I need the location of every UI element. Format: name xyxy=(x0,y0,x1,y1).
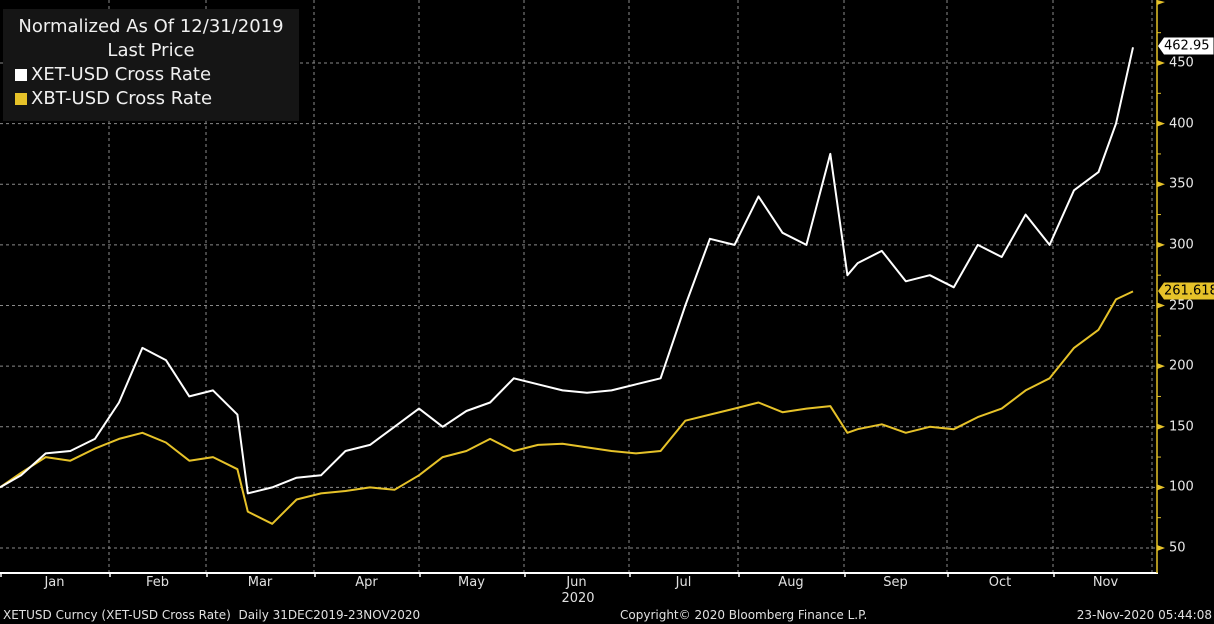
legend: Normalized As Of 12/31/2019 Last Price X… xyxy=(3,9,299,121)
x-tick-label: Mar xyxy=(247,575,273,590)
y-tick-label: 350 xyxy=(1169,176,1194,192)
x-year-label: 2020 xyxy=(561,591,595,606)
footer-ticker-info: XETUSD Curncy (XET-USD Cross Rate) Daily… xyxy=(3,608,421,622)
y-tick-label: 400 xyxy=(1169,116,1194,132)
x-tick-label: Jun xyxy=(566,575,587,590)
legend-item-xbt: XBT-USD Cross Rate xyxy=(3,87,299,111)
x-tick-label: Feb xyxy=(145,575,170,590)
gold-swatch-icon xyxy=(15,93,27,105)
y-tick-label: 300 xyxy=(1169,237,1194,253)
y-tick-arrow-icon xyxy=(1157,484,1165,491)
axes xyxy=(0,0,1165,577)
x-tick-label: Oct xyxy=(988,575,1012,590)
footer-copyright: Copyright© 2020 Bloomberg Finance L.P. xyxy=(620,608,868,622)
y-tick-label: 250 xyxy=(1169,298,1194,313)
x-tick-label: Nov xyxy=(1092,575,1119,590)
y-tick-arrow-icon xyxy=(1157,302,1165,309)
y-tick-label: 100 xyxy=(1169,479,1194,495)
series-lines xyxy=(0,47,1134,525)
x-tick-label: Aug xyxy=(778,575,804,590)
x-tick-label: Jul xyxy=(675,575,692,590)
footer-timestamp: 23-Nov-2020 05:44:08 xyxy=(1076,608,1212,622)
y-tick-label: 200 xyxy=(1169,358,1194,374)
legend-label: XBT-USD Cross Rate xyxy=(31,88,213,109)
y-tick-arrow-icon xyxy=(1157,423,1165,430)
y-tick-arrow-icon xyxy=(1157,181,1165,188)
y-tick-arrow-icon xyxy=(1157,120,1165,127)
legend-title: Normalized As Of 12/31/2019 xyxy=(18,16,284,37)
y-tick-arrow-icon xyxy=(1157,363,1165,370)
y-tick-label: 450 xyxy=(1169,55,1194,71)
series-line xyxy=(0,47,1134,495)
x-tick-label: Jan xyxy=(44,575,65,590)
series-line xyxy=(0,290,1134,525)
x-tick-label: Apr xyxy=(355,575,378,590)
y-tick-arrow-icon xyxy=(1157,60,1165,66)
y-tick-label: 150 xyxy=(1169,419,1194,435)
legend-subtitle: Last Price xyxy=(107,40,195,61)
x-tick-label: Sep xyxy=(883,575,908,590)
y-tick-label: 50 xyxy=(1169,540,1186,556)
price-tag-xet: 462.95 xyxy=(1158,37,1214,55)
y-tick-arrow-icon xyxy=(1157,545,1165,551)
legend-item-xet: XET-USD Cross Rate xyxy=(3,63,299,87)
x-tick-label: May xyxy=(458,575,485,590)
y-tick-arrow-icon xyxy=(1157,241,1165,248)
white-swatch-icon xyxy=(15,69,27,81)
price-tag-xbt: 261.618 xyxy=(1158,282,1214,300)
legend-label: XET-USD Cross Rate xyxy=(31,64,212,85)
